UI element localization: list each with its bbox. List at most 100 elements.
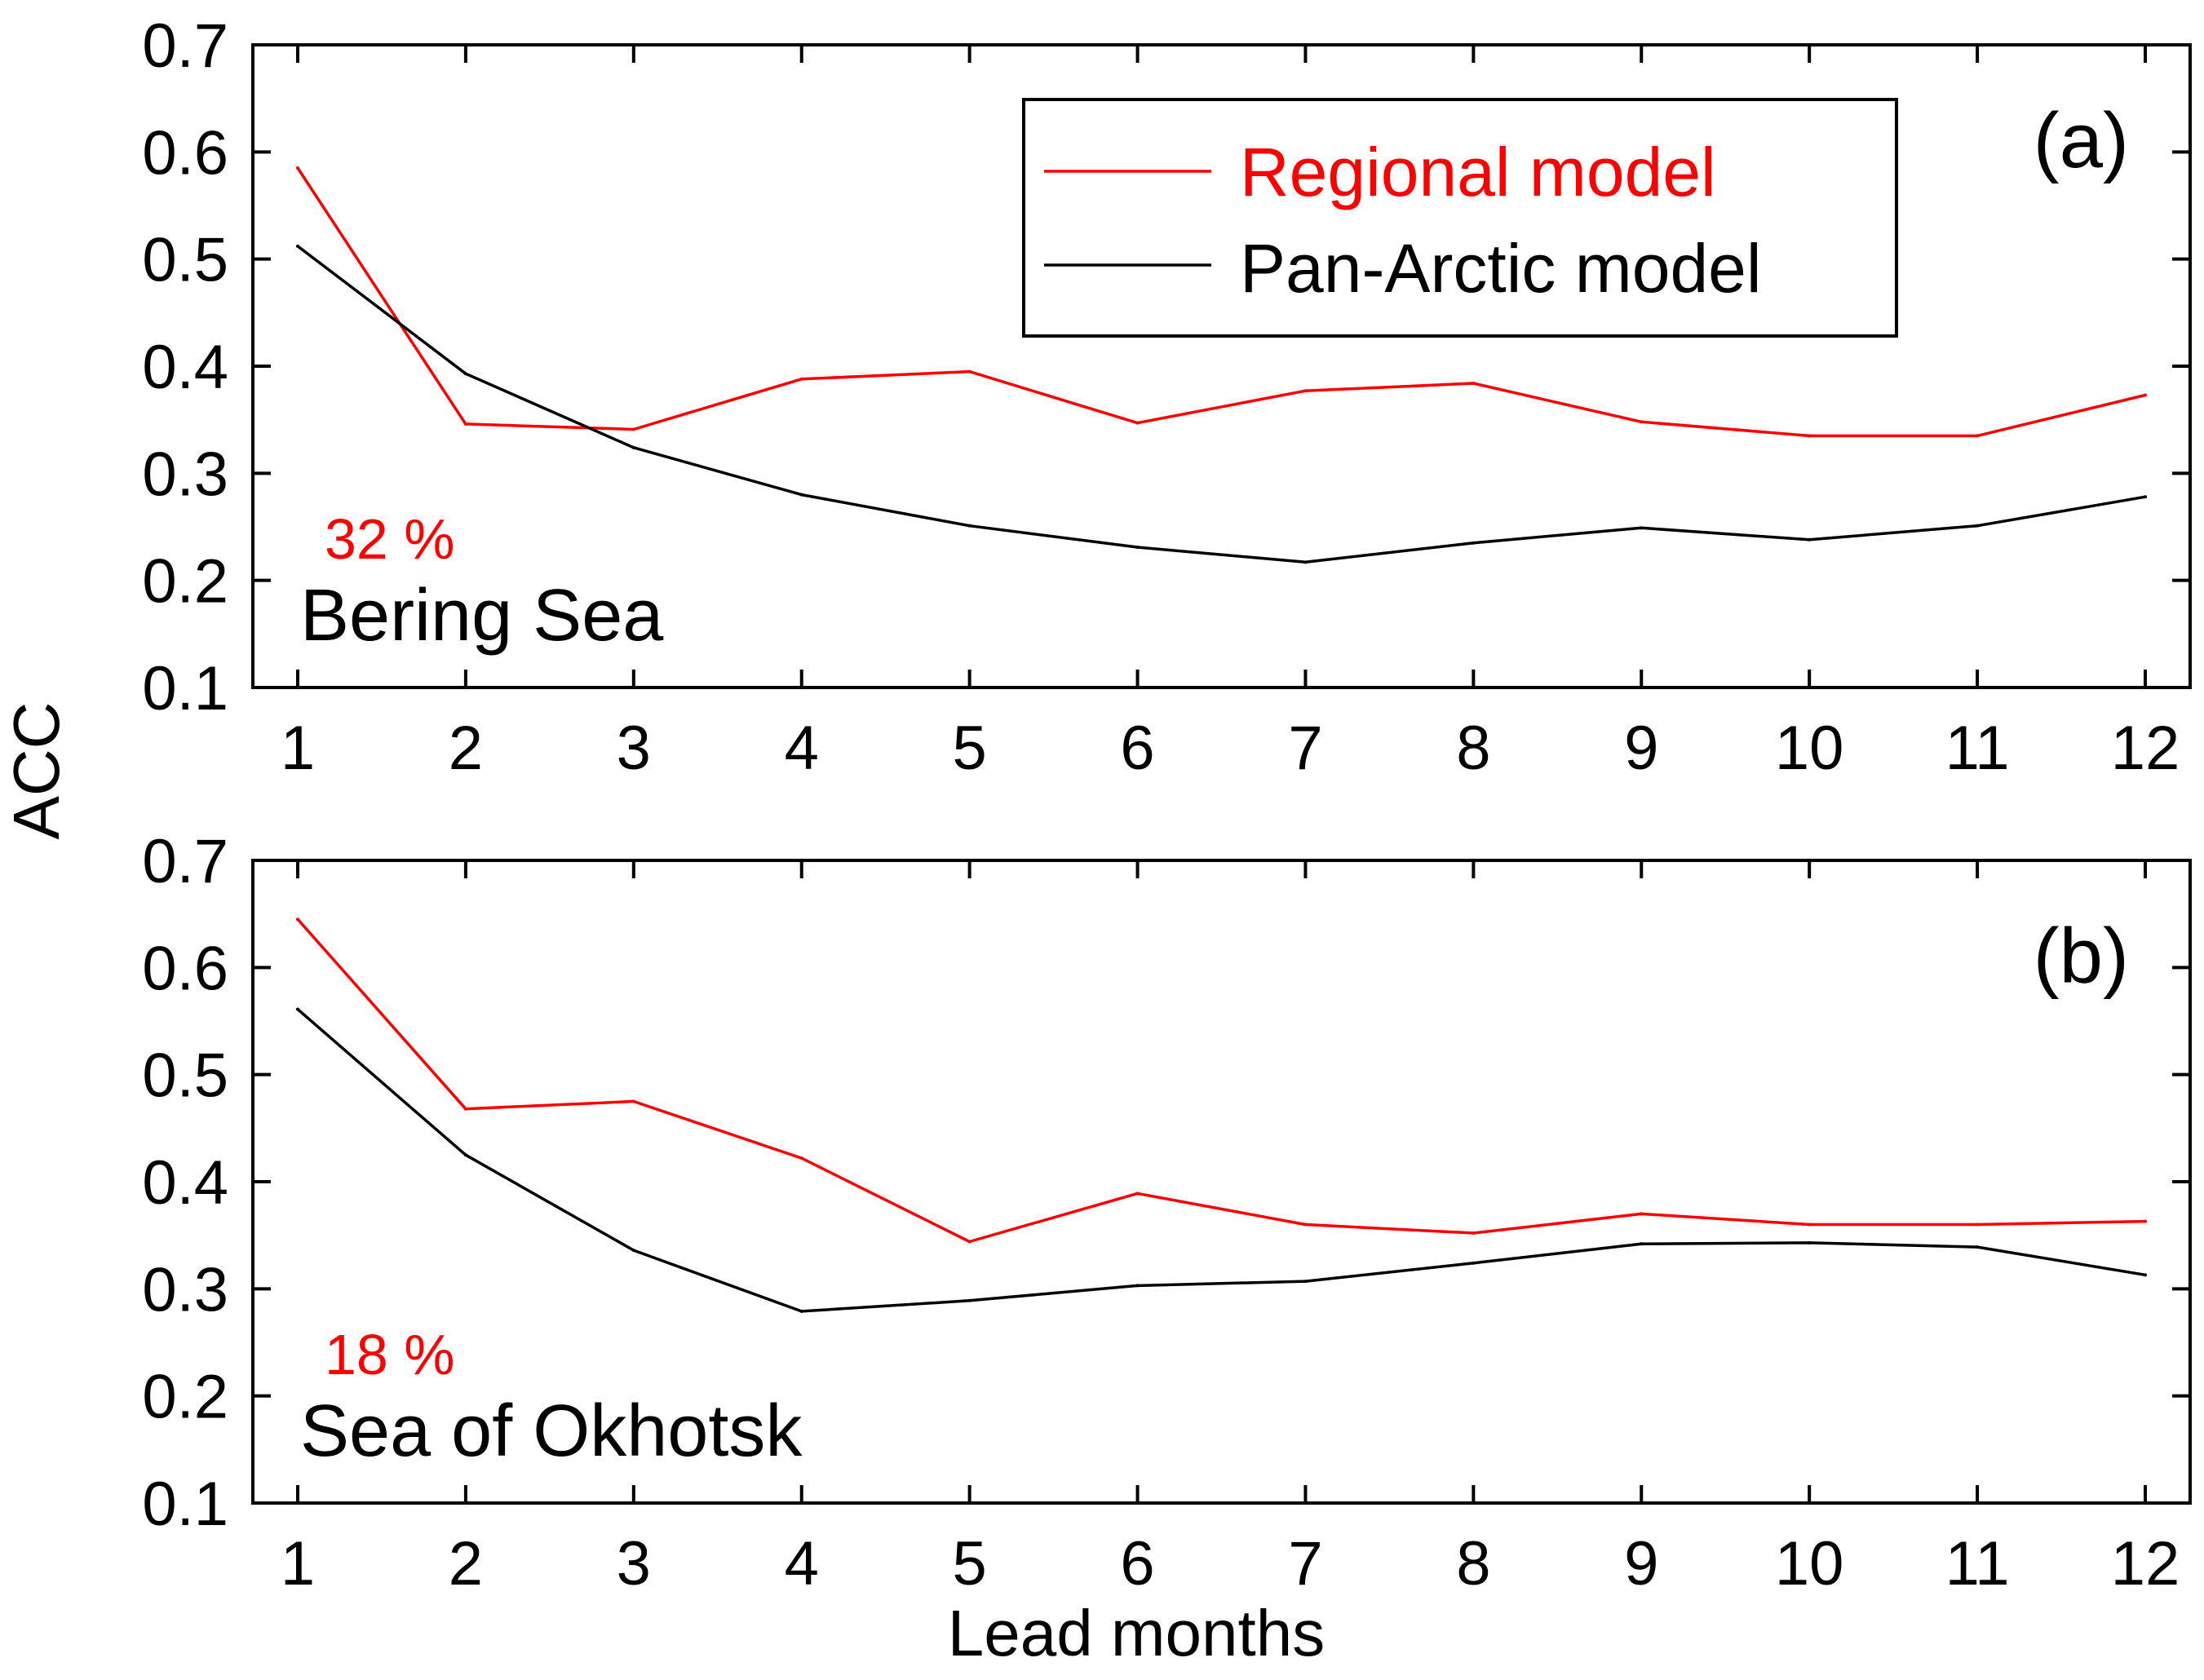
data-point-regional xyxy=(1808,1222,1812,1227)
legend-box xyxy=(1022,98,1898,338)
data-point-pan-arctic xyxy=(1640,1242,1644,1246)
data-point-pan-arctic xyxy=(631,1249,635,1253)
x-tick-label: 2 xyxy=(449,714,483,783)
x-tick-label: 7 xyxy=(1288,1529,1322,1598)
y-tick-label: 0.4 xyxy=(142,333,228,402)
y-tick-label: 0.5 xyxy=(142,1041,228,1111)
x-tick-label: 8 xyxy=(1456,1529,1490,1598)
x-tick-label: 11 xyxy=(1945,1529,2010,1598)
y-tick-label: 0.1 xyxy=(142,1470,228,1539)
data-point-pan-arctic xyxy=(2144,495,2147,499)
data-point-regional xyxy=(296,166,299,170)
y-tick-label: 0.5 xyxy=(142,226,228,295)
y-tick-label: 0.7 xyxy=(142,827,228,896)
y-tick-label: 0.6 xyxy=(142,118,228,188)
y-tick-label: 0.4 xyxy=(142,1148,228,1218)
x-tick-label: 9 xyxy=(1624,1529,1658,1598)
x-tick-label: 1 xyxy=(281,714,315,783)
data-point-regional xyxy=(1472,382,1476,386)
panel-a: 0.10.20.30.40.50.60.71 2 3 4 5 6 7 8 9 10 11 12(a)3… xyxy=(142,11,2192,783)
data-point-pan-arctic xyxy=(1472,1261,1476,1265)
region-label: Bering Sea xyxy=(300,575,664,657)
series-line-pan-arctic xyxy=(296,245,2146,564)
data-point-regional xyxy=(967,369,971,374)
data-point-regional xyxy=(1303,389,1308,393)
data-point-regional xyxy=(2144,1219,2147,1223)
y-tick-label: 0.1 xyxy=(142,654,228,723)
data-point-regional xyxy=(1135,1191,1140,1196)
data-point-regional xyxy=(1640,420,1644,424)
x-tick-label: 2 xyxy=(449,1529,483,1598)
x-tick-label: 4 xyxy=(785,714,819,783)
panel-tag: (b) xyxy=(2034,913,2129,1000)
y-tick-label: 0.7 xyxy=(142,11,228,81)
data-point-regional xyxy=(1976,1222,1980,1227)
y-axis-title: ACC xyxy=(0,702,73,840)
x-tick-label: 11 xyxy=(1945,714,2010,783)
data-point-pan-arctic xyxy=(799,1309,803,1313)
data-point-pan-arctic xyxy=(799,493,803,497)
data-point-regional xyxy=(1976,434,1980,438)
y-tick-label: 0.6 xyxy=(142,934,228,1003)
data-point-pan-arctic xyxy=(1976,1245,1980,1249)
data-point-regional xyxy=(799,1156,803,1161)
region-label: Sea of Okhotsk xyxy=(300,1390,803,1472)
data-point-regional xyxy=(967,1240,971,1244)
x-axis-title: Lead months xyxy=(948,1597,1325,1669)
data-point-pan-arctic xyxy=(1808,537,1812,542)
data-point-regional xyxy=(1135,421,1140,425)
series-line-pan-arctic xyxy=(296,1008,2146,1313)
data-point-pan-arctic xyxy=(1135,545,1140,549)
series-line-regional xyxy=(296,918,2146,1244)
data-point-pan-arctic xyxy=(967,524,971,528)
data-point-pan-arctic xyxy=(463,372,467,376)
data-point-pan-arctic xyxy=(2144,1273,2147,1277)
data-point-regional xyxy=(799,377,803,381)
data-point-pan-arctic xyxy=(296,244,299,248)
data-point-pan-arctic xyxy=(1472,541,1476,545)
data-point-regional xyxy=(463,422,467,426)
data-point-pan-arctic xyxy=(296,1007,299,1011)
data-point-pan-arctic xyxy=(1808,1240,1812,1245)
x-tick-label: 3 xyxy=(617,1529,651,1598)
x-tick-label: 7 xyxy=(1288,714,1322,783)
data-point-regional xyxy=(1303,1222,1308,1227)
legend-label-regional: Regional model xyxy=(1240,134,1716,210)
x-tick-label: 12 xyxy=(2111,714,2180,783)
data-point-pan-arctic xyxy=(1303,560,1308,564)
data-point-pan-arctic xyxy=(631,445,635,449)
x-tick-label: 4 xyxy=(785,1529,819,1598)
x-tick-label: 1 xyxy=(281,1529,315,1598)
legend-label-pan-arctic: Pan-Arctic model xyxy=(1240,230,1762,307)
x-tick-label: 3 xyxy=(617,714,651,783)
x-tick-label: 5 xyxy=(952,1529,986,1598)
data-point-pan-arctic xyxy=(1640,526,1644,530)
data-point-regional xyxy=(1640,1212,1644,1216)
data-point-regional xyxy=(631,1099,635,1103)
x-tick-label: 12 xyxy=(2111,1529,2180,1598)
data-point-pan-arctic xyxy=(1135,1284,1140,1288)
data-point-regional xyxy=(296,917,299,922)
data-point-regional xyxy=(1472,1231,1476,1236)
x-tick-label: 9 xyxy=(1624,714,1658,783)
data-point-regional xyxy=(1808,434,1812,438)
percent-label: 18 % xyxy=(325,1323,455,1386)
data-point-pan-arctic xyxy=(1303,1280,1308,1284)
legend: Regional model Pan-Arctic model xyxy=(1022,98,1898,338)
y-tick-label: 0.2 xyxy=(142,1363,228,1432)
series-line-regional xyxy=(296,167,2146,438)
x-tick-label: 6 xyxy=(1120,1529,1154,1598)
data-point-pan-arctic xyxy=(967,1298,971,1302)
percent-label: 32 % xyxy=(325,507,455,571)
y-tick-label: 0.2 xyxy=(142,547,228,617)
y-tick-label: 0.3 xyxy=(142,440,228,509)
x-tick-label: 6 xyxy=(1120,714,1154,783)
x-tick-label: 8 xyxy=(1456,714,1490,783)
data-point-pan-arctic xyxy=(463,1153,467,1157)
panel-tag: (a) xyxy=(2034,97,2129,184)
x-tick-label: 5 xyxy=(952,714,986,783)
x-tick-label: 10 xyxy=(1775,1529,1844,1598)
data-point-regional xyxy=(631,427,635,431)
y-tick-label: 0.3 xyxy=(142,1255,228,1324)
